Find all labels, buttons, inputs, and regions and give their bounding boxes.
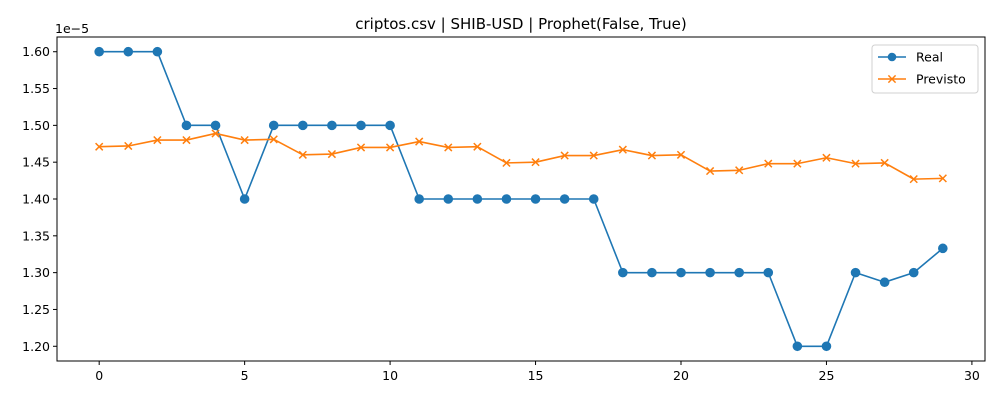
x-tick-label: 10 — [382, 368, 398, 383]
data-point-previsto — [647, 151, 657, 160]
data-point-real — [414, 194, 424, 204]
y-tick-label: 1.60 — [22, 44, 50, 59]
data-point-previsto — [851, 159, 860, 168]
data-point-previsto — [153, 135, 162, 145]
x-tick-label: 15 — [528, 368, 544, 383]
data-point-previsto — [880, 158, 889, 168]
data-point-real — [908, 267, 919, 278]
data-point-real — [705, 267, 715, 278]
legend-label: Real — [916, 50, 943, 65]
data-point-previsto — [211, 129, 220, 138]
data-point-previsto — [356, 143, 366, 152]
data-point-real — [588, 194, 599, 204]
data-point-previsto — [938, 174, 947, 183]
data-point-previsto — [327, 149, 337, 159]
y-tick-label: 1.55 — [22, 81, 50, 96]
data-point-real — [181, 120, 192, 131]
data-point-real — [530, 194, 541, 204]
data-point-previsto — [909, 174, 918, 184]
legend-item-real: Real — [878, 50, 943, 65]
y-tick-label: 1.50 — [22, 118, 50, 133]
data-point-previsto — [269, 135, 278, 144]
data-point-previsto — [560, 151, 569, 160]
y-offset-label: 1e−5 — [55, 21, 89, 36]
data-point-previsto — [124, 141, 133, 151]
data-point-real — [356, 120, 366, 131]
y-tick-label: 1.35 — [22, 228, 50, 243]
legend-label: Previsto — [916, 72, 966, 87]
data-point-previsto — [415, 137, 424, 146]
legend-item-previsto: Previsto — [878, 72, 966, 87]
chart-title: criptos.csv | SHIB-USD | Prophet(False, … — [355, 15, 687, 33]
plot-area: 0 5 10 15 20 25 30 1.20 1.25 1.30 1.35 1.40 1.45 1.50… — [22, 44, 980, 383]
data-point-previsto — [182, 135, 191, 145]
data-point-real — [763, 267, 774, 278]
y-tick-label: 1.30 — [22, 265, 50, 280]
axes-frame — [56, 36, 986, 362]
data-point-previsto — [618, 145, 627, 154]
data-point-previsto — [676, 150, 686, 159]
data-point-real — [647, 267, 657, 278]
series-line-real — [99, 50, 944, 348]
data-point-previsto — [444, 143, 453, 152]
data-point-previsto — [95, 142, 104, 151]
legend: Real Previsto — [871, 44, 979, 94]
data-point-real — [676, 267, 686, 278]
y-tick-label: 1.20 — [22, 339, 50, 354]
data-point-previsto — [735, 166, 744, 175]
data-point-real — [618, 267, 628, 278]
y-tick-label: 1.45 — [22, 155, 50, 170]
data-point-previsto — [589, 151, 598, 160]
data-point-real — [879, 277, 890, 288]
data-point-real — [850, 267, 861, 278]
x-tick-label: 25 — [819, 368, 835, 383]
x-tick-label: 30 — [964, 368, 980, 383]
data-point-real — [472, 194, 483, 204]
y-tick-label: 1.25 — [22, 302, 50, 317]
data-point-real — [268, 120, 279, 131]
data-point-real — [443, 194, 454, 204]
data-point-previsto — [240, 135, 249, 145]
series-line-previsto — [99, 132, 943, 180]
data-point-real — [152, 46, 163, 57]
data-point-real — [239, 194, 250, 204]
data-point-real — [501, 194, 512, 204]
data-point-real — [821, 341, 832, 352]
y-tick-label: 1.40 — [22, 192, 50, 207]
x-tick-label: 0 — [95, 368, 103, 383]
data-point-previsto — [531, 158, 540, 167]
data-point-previsto — [764, 159, 773, 168]
x-tick-label: 5 — [241, 368, 249, 383]
data-point-previsto — [502, 158, 511, 168]
data-point-real — [327, 120, 337, 131]
data-point-previsto — [385, 143, 395, 152]
data-point-previsto — [793, 159, 802, 168]
data-point-real — [123, 46, 134, 57]
data-point-previsto — [473, 142, 482, 151]
data-point-previsto — [705, 166, 715, 176]
data-point-real — [792, 341, 803, 352]
data-point-real — [385, 120, 395, 131]
x-tick-label: 20 — [673, 368, 689, 383]
data-point-previsto — [298, 150, 307, 159]
data-point-real — [94, 46, 104, 57]
data-point-real — [734, 267, 744, 278]
data-point-real — [298, 120, 308, 131]
data-point-real — [210, 120, 221, 131]
data-point-real — [559, 194, 570, 204]
data-point-real — [938, 243, 948, 254]
data-point-previsto — [822, 153, 831, 162]
